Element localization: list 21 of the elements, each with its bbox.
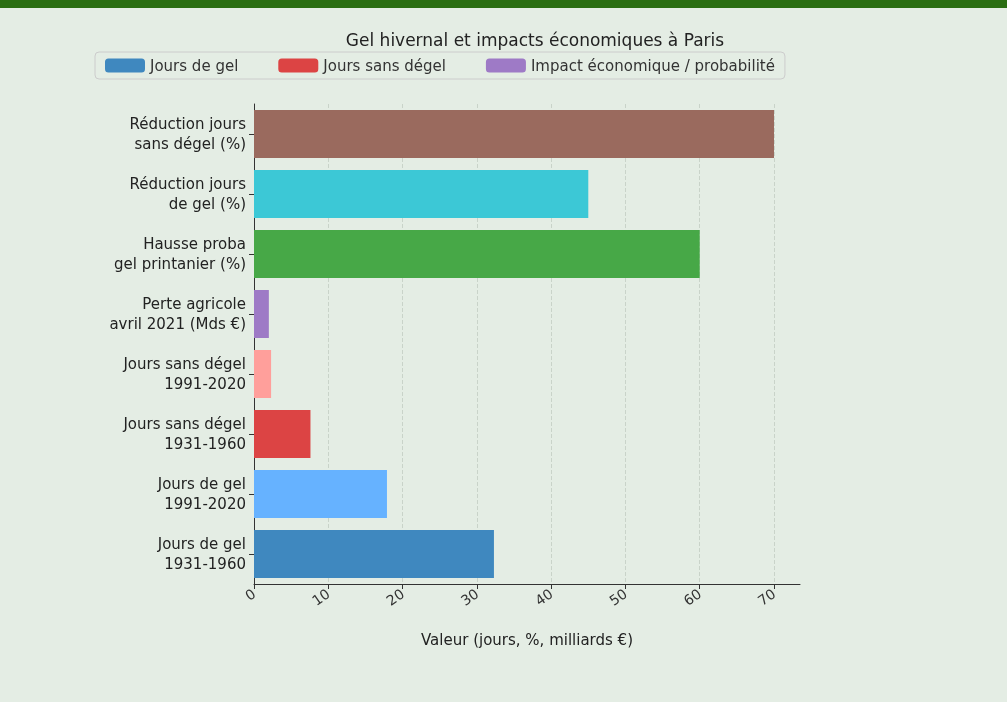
y-tick-label: Jours sans dégel 1931-1960: [122, 415, 246, 453]
legend-label: Jours de gel: [149, 56, 239, 75]
y-tick-label: Hausse proba gel printanier (%): [114, 235, 246, 273]
x-tick-label: 70: [754, 585, 779, 609]
x-tick-label: 50: [606, 585, 631, 609]
x-axis-title: Valeur (jours, %, milliards €): [420, 630, 634, 649]
x-tick-label: 30: [457, 585, 482, 609]
x-tick-label: 20: [383, 585, 408, 609]
chart-title: Gel hivernal et impacts économiques à Paris: [345, 29, 725, 50]
x-tick-label: 10: [309, 585, 333, 609]
y-tick-label: Réduction jours sans dégel (%): [129, 115, 247, 153]
y-tick-label: Réduction jours de gel (%): [129, 175, 247, 213]
y-tick-label: Jours de gel 1931-1960: [156, 535, 246, 573]
x-tick-label: 60: [680, 585, 705, 609]
x-tick-label: 40: [531, 585, 556, 609]
x-tick-label: 0: [242, 585, 259, 604]
y-tick-label: Jours sans dégel 1991-2020: [122, 355, 246, 393]
y-tick-label: Perte agricole avril 2021 (Mds €): [109, 295, 246, 333]
y-tick-label: Jours de gel 1991-2020: [156, 475, 246, 513]
legend-label: Impact économique / probabilité: [530, 56, 775, 75]
legend-label: Jours sans dégel: [322, 56, 446, 75]
